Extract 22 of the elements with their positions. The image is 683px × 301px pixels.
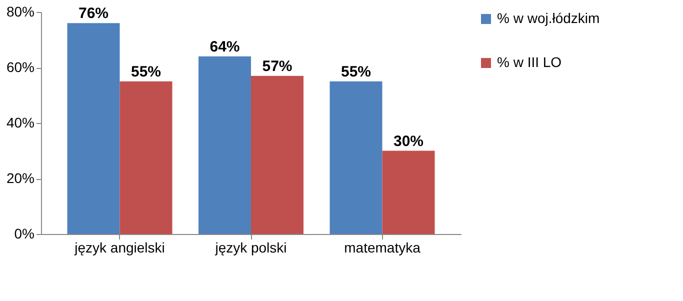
data-label: 55% bbox=[130, 63, 162, 80]
y-tick-label: 60% bbox=[6, 59, 34, 75]
bar bbox=[120, 81, 172, 234]
bar bbox=[251, 76, 304, 234]
x-tick-label: język angielski bbox=[74, 240, 165, 256]
x-tick-label: język polski bbox=[214, 240, 287, 256]
bar bbox=[382, 150, 435, 234]
bar bbox=[330, 81, 382, 234]
y-tick-label: 0% bbox=[14, 226, 34, 242]
y-tick-label: 80% bbox=[6, 4, 34, 20]
y-tick-label: 20% bbox=[6, 170, 34, 186]
data-label: 30% bbox=[393, 132, 424, 150]
legend-label: % w woj.łódzkim bbox=[497, 10, 600, 26]
bar bbox=[198, 56, 251, 234]
y-tick-label: 40% bbox=[6, 114, 34, 130]
data-label: 55% bbox=[340, 63, 372, 80]
data-label: 64% bbox=[210, 38, 240, 56]
bar bbox=[67, 23, 120, 234]
data-label: 57% bbox=[262, 58, 292, 75]
x-tick-label: matematyka bbox=[344, 240, 421, 256]
data-label: 76% bbox=[78, 5, 109, 22]
legend-label: % w III LO bbox=[497, 54, 562, 70]
